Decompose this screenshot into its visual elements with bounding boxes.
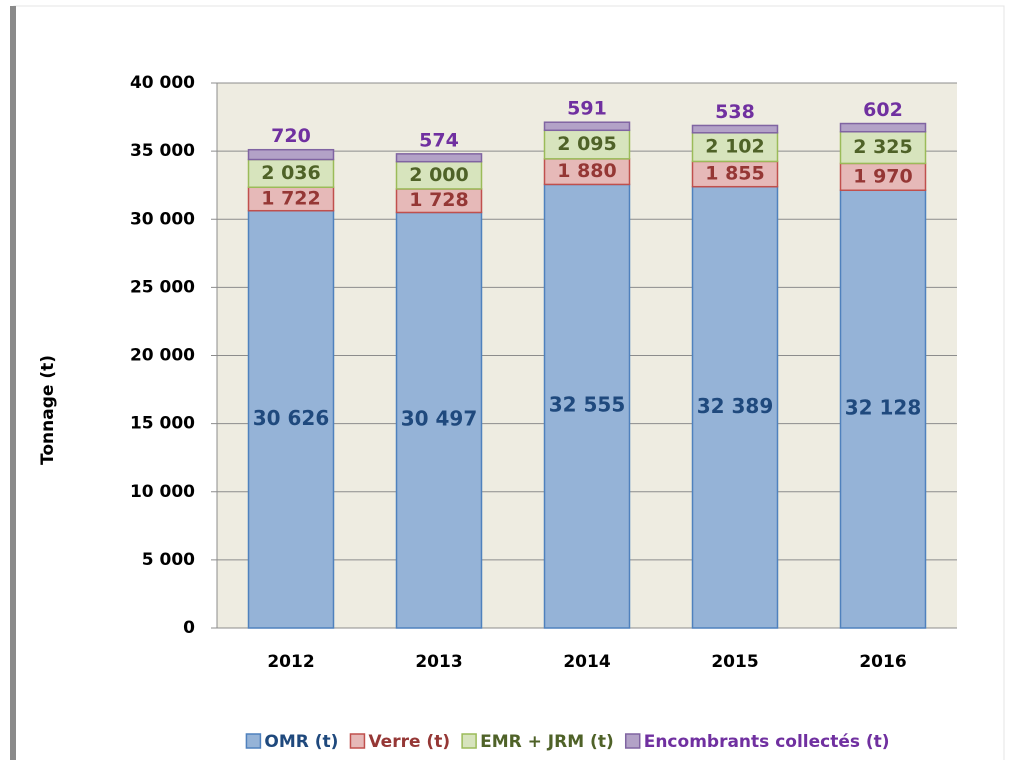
- bar-segment: [395, 153, 483, 163]
- y-tick-label: 20 000: [130, 346, 195, 366]
- y-axis-title: Tonnage (t): [38, 355, 58, 465]
- data-label: 32 389: [697, 394, 774, 418]
- bar-segment: [839, 162, 927, 192]
- data-label: 1 880: [557, 160, 617, 182]
- x-tick-label: 2013: [415, 652, 462, 672]
- x-tick-label: 2014: [563, 652, 610, 672]
- y-tick-label: 25 000: [130, 277, 195, 297]
- data-label: 2 036: [261, 162, 321, 184]
- y-tick-label: 10 000: [130, 482, 195, 502]
- data-label: 1 722: [261, 187, 321, 209]
- data-label: 2 095: [557, 133, 617, 155]
- data-label: 30 497: [401, 407, 478, 431]
- data-label: 2 102: [705, 136, 765, 158]
- bar-segment: [543, 158, 631, 186]
- y-tick-label: 5 000: [142, 550, 195, 570]
- x-tick-label: 2012: [267, 652, 314, 672]
- legend-swatch: [624, 733, 641, 749]
- data-label: 32 555: [549, 393, 626, 417]
- bar-segment: [247, 148, 335, 161]
- data-label: 591: [567, 98, 607, 120]
- data-label: 720: [271, 125, 311, 147]
- bar-segment: [691, 132, 779, 163]
- data-label: 574: [419, 129, 459, 151]
- data-label: 2 325: [853, 136, 913, 158]
- bar-segment: [543, 129, 631, 160]
- data-label: 602: [863, 99, 903, 121]
- x-tick-label: 2016: [859, 652, 906, 672]
- bar-segment: [543, 121, 631, 132]
- legend-swatch: [349, 733, 366, 749]
- data-label: 538: [715, 101, 755, 123]
- data-label: 1 970: [853, 165, 913, 187]
- bar-segment: [839, 122, 927, 133]
- bar-segment: [247, 158, 335, 189]
- bar-segment: [691, 185, 779, 629]
- bar-segment: [691, 160, 779, 188]
- bar-segment: [839, 189, 927, 629]
- data-label: 1 728: [409, 189, 469, 211]
- y-tick-label: 0: [183, 618, 195, 638]
- legend-label: EMR + JRM (t): [480, 732, 614, 752]
- frame-shadow: [10, 6, 16, 760]
- bar-segment: [395, 160, 483, 190]
- data-label: 1 855: [705, 163, 765, 185]
- bar-segment: [691, 124, 779, 134]
- legend-label: OMR (t): [264, 732, 338, 752]
- bar-segment: [395, 211, 483, 629]
- data-label: 32 128: [845, 396, 922, 420]
- legend-label: Verre (t): [368, 732, 450, 752]
- legend-swatch: [245, 733, 262, 749]
- y-tick-label: 15 000: [130, 414, 195, 434]
- data-label: 30 626: [253, 406, 330, 430]
- legend-label: Encombrants collectés (t): [644, 732, 890, 752]
- y-tick-label: 30 000: [130, 209, 195, 229]
- y-tick-label: 35 000: [130, 141, 195, 161]
- bar-segment: [247, 209, 335, 629]
- bar-segment: [543, 183, 631, 629]
- data-label: 2 000: [409, 164, 469, 186]
- y-tick-label: 40 000: [130, 73, 195, 93]
- legend-swatch: [461, 733, 477, 749]
- x-tick-label: 2015: [711, 652, 758, 672]
